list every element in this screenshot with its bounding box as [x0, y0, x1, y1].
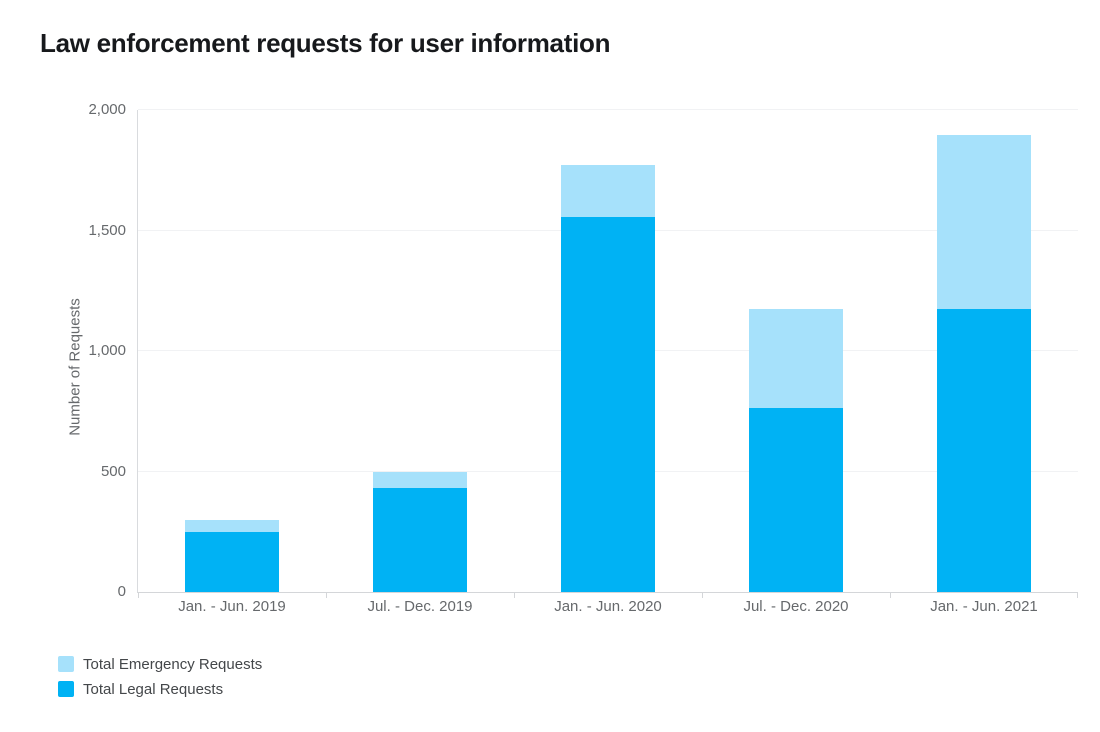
bar-segment-legal[interactable] — [749, 407, 843, 592]
legend-swatch-legal-icon — [58, 681, 74, 697]
bar-segment-emergency[interactable] — [373, 471, 467, 489]
x-tick-label: Jan. - Jun. 2021 — [930, 598, 1038, 615]
x-tick-label: Jan. - Jun. 2019 — [178, 598, 286, 615]
x-axis-tick — [890, 592, 891, 598]
y-tick-label: 2,000 — [88, 101, 126, 118]
chart-title: Law enforcement requests for user inform… — [40, 28, 611, 58]
x-axis-tick — [702, 592, 703, 598]
bar-segment-legal[interactable] — [561, 217, 655, 592]
bar-segment-emergency[interactable] — [749, 308, 843, 408]
plot-area: 0 500 1,000 1,500 2,000 Jan. - Jun. 2019 Jul. … — [88, 101, 1078, 615]
bar-3[interactable] — [561, 110, 655, 592]
x-axis-tick — [514, 592, 515, 598]
gridline — [138, 109, 1078, 110]
x-tick-label: Jul. - Dec. 2019 — [367, 598, 473, 615]
x-tick-label: Jul. - Dec. 2020 — [743, 598, 849, 615]
legend-label-legal: Total Legal Requests — [83, 680, 224, 698]
bar-segment-emergency[interactable] — [937, 135, 1031, 309]
legend-swatch-emergency-icon — [58, 656, 74, 672]
y-axis-title: Number of Requests — [66, 298, 84, 436]
y-tick-label: 0 — [117, 583, 126, 600]
bar-segment-legal[interactable] — [373, 488, 467, 592]
y-tick-label: 1,000 — [88, 342, 126, 359]
bar-2[interactable] — [373, 110, 467, 592]
bar-5[interactable] — [937, 110, 1031, 592]
x-axis-tick — [138, 592, 139, 598]
bar-segment-emergency[interactable] — [185, 519, 279, 532]
x-axis-tick — [326, 592, 327, 598]
legend-item-emergency-requests[interactable]: Total Emergency Requests — [58, 654, 262, 674]
legend-label-emergency: Total Emergency Requests — [83, 655, 263, 673]
bar-segment-legal[interactable] — [937, 308, 1031, 592]
y-tick-label: 500 — [100, 462, 126, 480]
bar-1[interactable] — [185, 110, 279, 592]
bar-segment-emergency[interactable] — [561, 165, 655, 218]
bar-4[interactable] — [749, 110, 843, 592]
bar-segment-legal[interactable] — [185, 531, 279, 592]
x-axis-tick — [1077, 592, 1078, 598]
legend-item-legal-requests[interactable]: Total Legal Requests — [58, 679, 262, 699]
y-tick-label: 1,500 — [88, 221, 126, 239]
x-tick-label: Jan. - Jun. 2020 — [554, 598, 662, 615]
legend: Total Emergency Requests Total Legal Req… — [58, 654, 262, 704]
